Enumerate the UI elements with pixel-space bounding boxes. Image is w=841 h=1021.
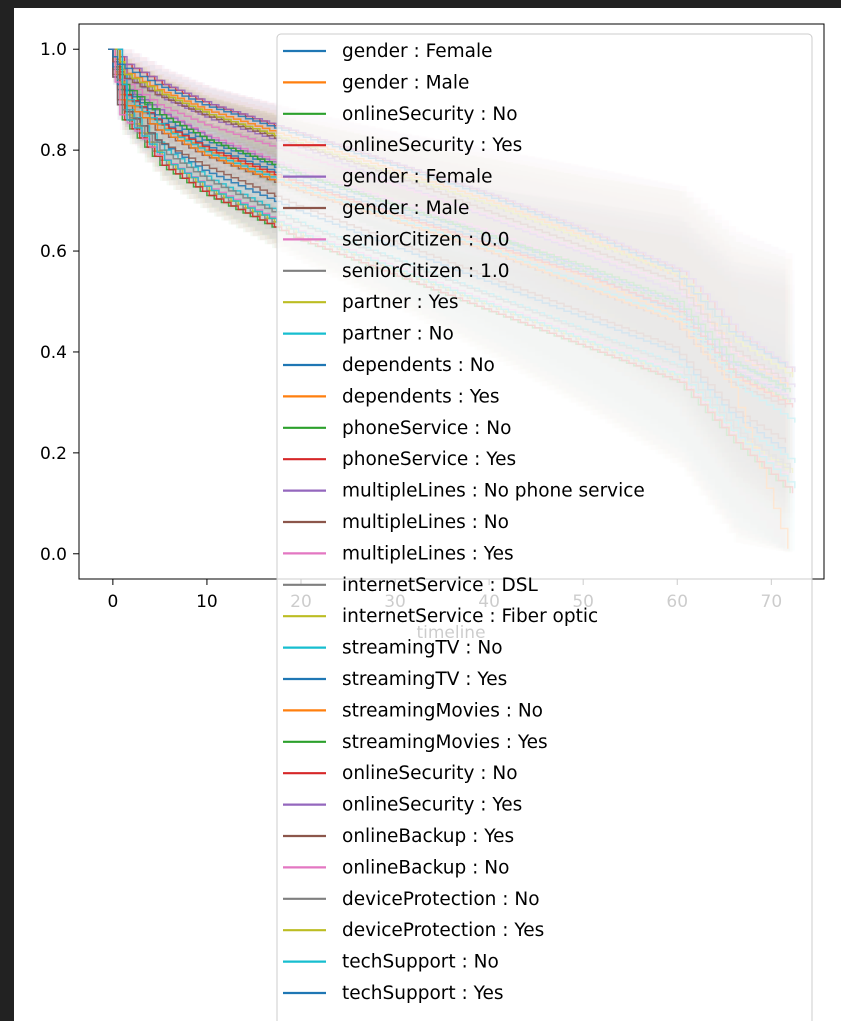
y-tick-label: 0.4 [40,343,67,363]
legend-label: onlineBackup : Yes [342,826,514,847]
legend-label: phoneService : Yes [342,449,516,470]
legend-label: streamingMovies : Yes [342,732,548,753]
legend: gender : Female gender : Male onlineSecuri… [276,33,813,1021]
legend-label: onlineSecurity : Yes [342,795,522,816]
legend-label: internetService : DSL [342,575,538,596]
x-tick-label: 0 [107,592,118,612]
legend-label: partner : No [342,324,454,345]
y-tick-label: 0.8 [40,141,67,161]
legend-label: streamingTV : Yes [342,669,507,690]
legend-label: streamingMovies : No [342,700,543,721]
legend-label: seniorCitizen : 0.0 [342,229,510,250]
legend-label: partner : Yes [342,292,459,313]
y-tick-label: 0.2 [40,444,67,464]
legend-label: gender : Female [342,41,492,62]
legend-label: gender : Female [342,167,492,188]
y-axis: 0.0 0.2 0.4 0.6 0.8 1.0 [40,40,79,565]
y-tick-label: 1.0 [40,40,67,60]
legend-label: internetService : Fiber optic [342,606,598,627]
legend-label: phoneService : No [342,418,511,439]
figure: 010203040506070 0.00.20.40.60.81.0 timel… [14,8,841,1021]
survival-chart: 010203040506070 0.00.20.40.60.81.0 timel… [40,23,825,1021]
legend-label: techSupport : Yes [342,983,504,1004]
legend-box [276,33,813,1021]
legend-label: deviceProtection : No [342,889,540,910]
legend-label: multipleLines : No [342,512,509,533]
y-tick-label: 0.0 [40,545,67,565]
legend-label: gender : Male [342,72,469,93]
legend-label: onlineSecurity : No [342,763,518,784]
x-tick-label: 10 [196,592,218,612]
legend-label: onlineBackup : No [342,857,509,878]
y-tick-label: 0.6 [40,242,67,262]
legend-label: deviceProtection : Yes [342,920,544,941]
legend-label: dependents : Yes [342,386,500,407]
legend-label: techSupport : No [342,952,499,973]
legend-label: seniorCitizen : 1.0 [342,261,510,282]
legend-label: dependents : No [342,355,495,376]
legend-label: gender : Male [342,198,469,219]
legend-label: streamingTV : No [342,638,503,659]
legend-label: multipleLines : Yes [342,543,514,564]
legend-label: multipleLines : No phone service [342,481,645,502]
legend-label: onlineSecurity : Yes [342,135,522,156]
legend-label: onlineSecurity : No [342,104,518,125]
